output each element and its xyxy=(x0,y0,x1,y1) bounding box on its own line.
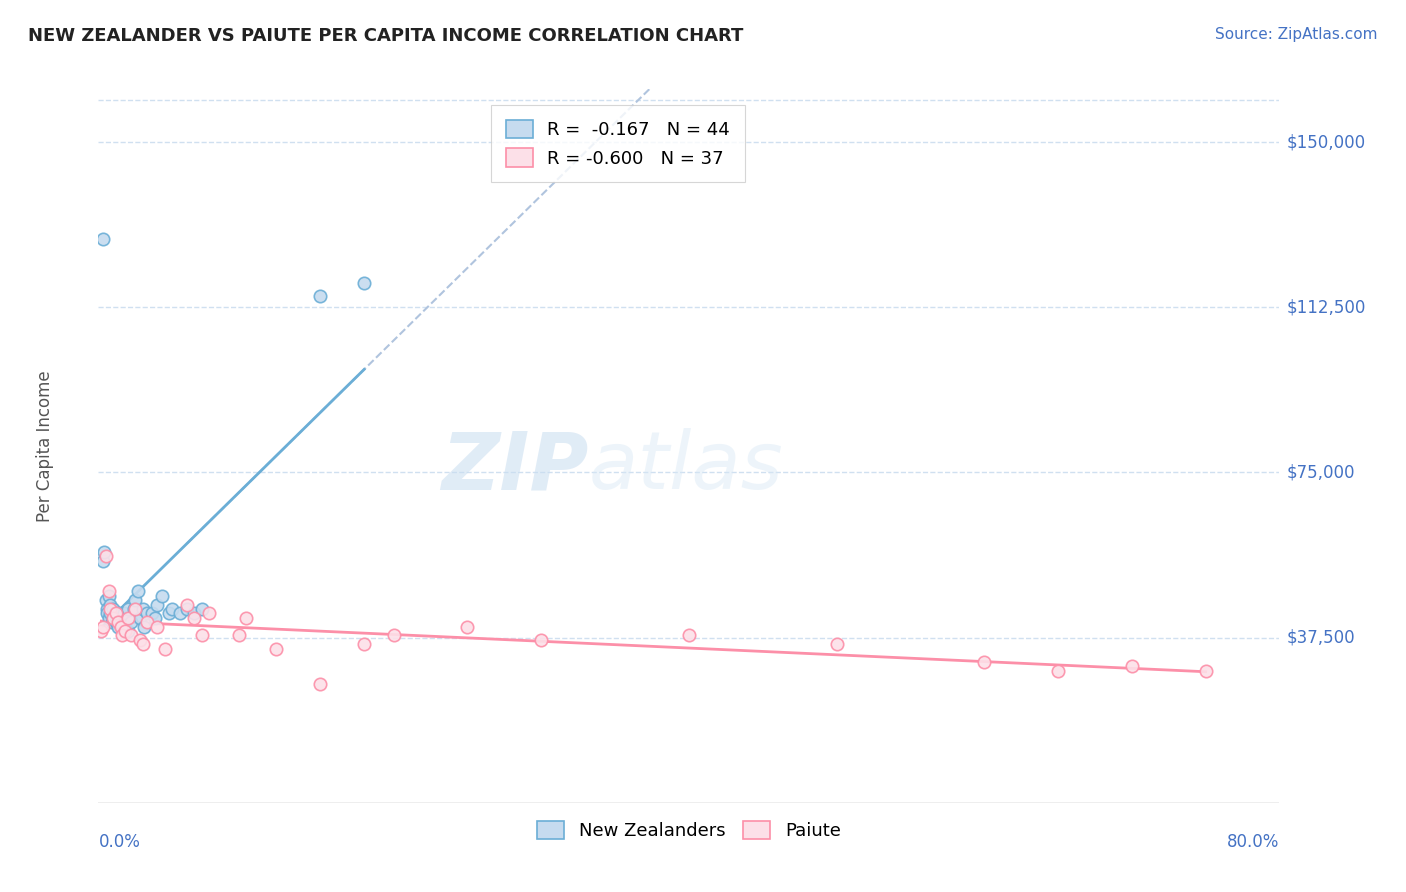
Point xyxy=(150,589,173,603)
Point xyxy=(127,584,149,599)
Point xyxy=(132,637,155,651)
Text: $150,000: $150,000 xyxy=(1286,133,1365,151)
Text: atlas: atlas xyxy=(589,428,783,507)
Point xyxy=(973,655,995,669)
Point xyxy=(110,615,132,630)
Point xyxy=(353,276,375,290)
Point xyxy=(141,607,163,621)
Point xyxy=(100,615,122,630)
Point xyxy=(183,607,205,621)
Point xyxy=(97,584,120,599)
Point xyxy=(114,624,136,638)
Text: 80.0%: 80.0% xyxy=(1227,833,1279,851)
Point xyxy=(91,232,114,246)
Point xyxy=(457,619,479,633)
Point xyxy=(136,607,159,621)
Text: 0.0%: 0.0% xyxy=(98,833,141,851)
Point xyxy=(98,607,121,621)
Point xyxy=(97,611,120,625)
Point xyxy=(111,628,134,642)
Point xyxy=(353,637,375,651)
Point xyxy=(105,607,128,621)
Text: NEW ZEALANDER VS PAIUTE PER CAPITA INCOME CORRELATION CHART: NEW ZEALANDER VS PAIUTE PER CAPITA INCOM… xyxy=(28,27,744,45)
Point xyxy=(183,611,205,625)
Point xyxy=(169,607,191,621)
Point xyxy=(124,593,146,607)
Point xyxy=(235,611,257,625)
Point xyxy=(678,628,700,642)
Point xyxy=(825,637,848,651)
Point xyxy=(103,611,125,625)
Point xyxy=(107,619,129,633)
Legend: New Zealanders, Paiute: New Zealanders, Paiute xyxy=(530,814,848,847)
Point xyxy=(146,598,169,612)
Point xyxy=(108,607,131,621)
Text: $37,500: $37,500 xyxy=(1286,629,1355,647)
Point xyxy=(134,619,156,633)
Text: $112,500: $112,500 xyxy=(1286,298,1365,317)
Point xyxy=(96,602,118,616)
Point xyxy=(176,598,198,612)
Point xyxy=(117,624,139,638)
Point xyxy=(191,628,214,642)
Point xyxy=(96,607,118,621)
Point xyxy=(103,611,125,625)
Point xyxy=(162,602,183,616)
Point xyxy=(120,628,142,642)
Point xyxy=(191,602,214,616)
Text: Source: ZipAtlas.com: Source: ZipAtlas.com xyxy=(1215,27,1378,42)
Point xyxy=(90,624,112,638)
Point xyxy=(104,607,127,621)
Point xyxy=(111,615,134,630)
Point xyxy=(198,607,221,621)
Point xyxy=(157,607,180,621)
Point xyxy=(117,602,139,616)
Text: Per Capita Income: Per Capita Income xyxy=(37,370,55,522)
Point xyxy=(228,628,250,642)
Point xyxy=(110,611,132,625)
Point xyxy=(128,632,150,647)
Text: ZIP: ZIP xyxy=(441,428,589,507)
Point xyxy=(110,619,132,633)
Point xyxy=(91,553,114,567)
Point xyxy=(146,619,169,633)
Point xyxy=(128,611,150,625)
Point xyxy=(176,602,198,616)
Point xyxy=(120,615,142,630)
Point xyxy=(1046,664,1070,678)
Point xyxy=(132,602,155,616)
Point xyxy=(94,593,117,607)
Point xyxy=(98,602,121,616)
Point xyxy=(153,641,176,656)
Point xyxy=(264,641,287,656)
Point xyxy=(124,602,146,616)
Point xyxy=(91,619,114,633)
Text: $75,000: $75,000 xyxy=(1286,464,1355,482)
Point xyxy=(382,628,405,642)
Point xyxy=(103,602,125,616)
Point xyxy=(107,615,129,630)
Point xyxy=(105,615,128,630)
Point xyxy=(1121,659,1143,673)
Point xyxy=(93,545,115,559)
Point xyxy=(122,602,145,616)
Point xyxy=(530,632,553,647)
Point xyxy=(117,611,139,625)
Point xyxy=(114,619,136,633)
Point xyxy=(1195,664,1218,678)
Point xyxy=(309,677,332,691)
Point xyxy=(112,607,135,621)
Point xyxy=(143,611,166,625)
Point xyxy=(136,615,159,630)
Point xyxy=(94,549,117,563)
Point xyxy=(309,289,332,303)
Point xyxy=(97,589,120,603)
Point xyxy=(98,598,121,612)
